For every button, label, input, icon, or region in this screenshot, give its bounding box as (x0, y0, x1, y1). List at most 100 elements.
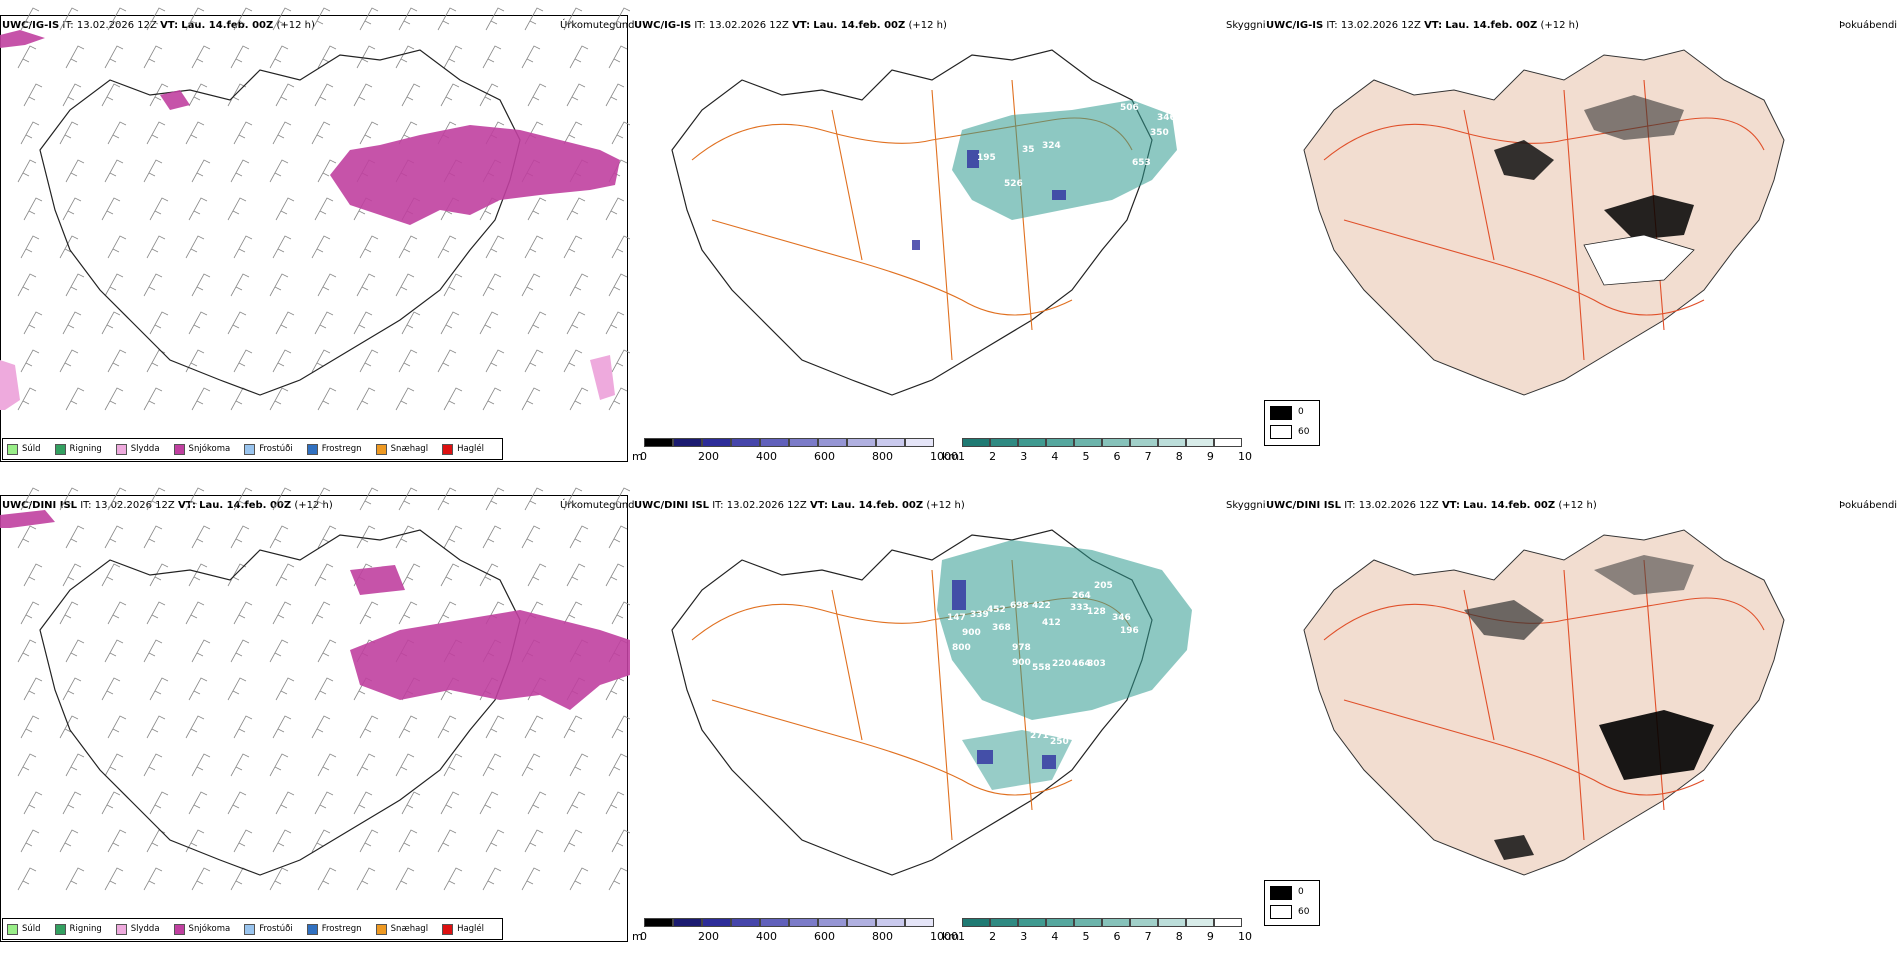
wind-barb (311, 715, 331, 739)
wind-barb (191, 639, 211, 663)
legend-label: Haglél (457, 924, 485, 934)
visibility-value-label: 29 (958, 223, 971, 233)
legend-label: Slydda (130, 444, 160, 454)
wind-barb (230, 45, 250, 69)
wind-barb (479, 311, 499, 335)
wind-barb (359, 121, 379, 145)
wind-barb (191, 525, 211, 549)
wind-barb (479, 563, 499, 587)
legend-item: Haglél (442, 923, 485, 935)
wind-barb (443, 525, 463, 549)
visibility-value-label: 195 (977, 153, 996, 163)
wind-barb (59, 235, 79, 259)
wind-barb (608, 867, 628, 891)
wind-barb (569, 45, 589, 69)
wind-barb (230, 867, 250, 891)
colorbar-segment (760, 438, 789, 447)
wind-barb (188, 563, 208, 587)
wind-barb (107, 349, 127, 373)
wind-barb (143, 867, 163, 891)
wind-barb (23, 83, 43, 107)
wind-barb (275, 563, 295, 587)
wind-barb (65, 159, 85, 183)
wind-barb (605, 791, 625, 815)
fog-dark-4 (1494, 835, 1534, 860)
legend-item: Rigning (54, 923, 102, 935)
wind-barb (398, 235, 418, 259)
wind-barb (65, 45, 85, 69)
wind-barb (359, 715, 379, 739)
colorbar-segment (731, 438, 760, 447)
wind-barb (563, 7, 583, 31)
wind-barb (524, 829, 544, 853)
wind-barb (524, 235, 544, 259)
visibility-value-label: 128 (1087, 607, 1106, 617)
wind-barb (233, 7, 253, 31)
colorbar-segment (1186, 918, 1214, 927)
wind-barb (65, 273, 85, 297)
wind-barb (311, 121, 331, 145)
panel-title: UWC/IG-IS IT: 13.02.2026 12Z VT: Lau. 14… (2, 20, 315, 31)
wind-barb (275, 83, 295, 107)
wind-barb (275, 311, 295, 335)
wind-barb (353, 791, 373, 815)
colorbar-tick: 8 (1175, 450, 1183, 463)
wind-barb (188, 311, 208, 335)
wind-barb (272, 601, 292, 625)
wind-barb (272, 235, 292, 259)
wind-barb (59, 829, 79, 853)
colorbar-tick: 0 (640, 930, 647, 943)
wind-barb (191, 273, 211, 297)
wind-barb (482, 867, 502, 891)
it-label: IT: (80, 500, 92, 511)
wind-barb (185, 715, 205, 739)
wind-barb (356, 45, 376, 69)
wind-barb (527, 311, 547, 335)
snow-area-2 (350, 565, 405, 595)
panel-name: Skyggni (1226, 500, 1266, 511)
it-label: IT: (694, 20, 706, 31)
iceland-outline (39, 529, 521, 876)
wind-barb (485, 487, 505, 511)
legend-swatch (173, 443, 185, 455)
fog-tick-0: 0 (1298, 407, 1304, 417)
iceland-land (1303, 529, 1785, 876)
wind-barb (356, 753, 376, 777)
wind-barb (317, 525, 337, 549)
fog-roads (1323, 79, 1765, 361)
visibility-value-label: 900 (962, 628, 981, 638)
wind-barb (611, 487, 630, 511)
wind-barb (20, 235, 40, 259)
wind-barb (59, 349, 79, 373)
legend-label: Frostregn (321, 924, 362, 934)
colorbar-segment (905, 918, 934, 927)
wind-barb (185, 7, 205, 31)
panel-precip-type: UWC/DINI ISL IT: 13.02.2026 12Z VT: Lau.… (0, 480, 635, 950)
visibility-value-label: 147 (947, 613, 966, 623)
panel-fog: UWC/IG-IS IT: 13.02.2026 12Z VT: Lau. 14… (1264, 0, 1900, 470)
visibility-value-label: 978 (1012, 643, 1031, 653)
visibility-value-label: 422 (1032, 601, 1051, 611)
fog-roads (1323, 559, 1765, 841)
wind-barb (233, 121, 253, 145)
wind-barb (611, 349, 630, 373)
vt-label: VT: (177, 500, 196, 511)
wind-barb (440, 83, 460, 107)
wind-barb (440, 791, 460, 815)
visibility-value-label: 368 (992, 623, 1011, 633)
fog-swatch-60 (1270, 425, 1292, 439)
wind-barb (20, 715, 40, 739)
wind-barb (17, 45, 37, 69)
legend-label: Frostregn (321, 444, 362, 454)
colorbar-unit: km (942, 930, 960, 943)
legend-label: Súld (22, 924, 41, 934)
snow-area-1 (330, 125, 620, 225)
wind-barb (440, 311, 460, 335)
panel-visibility: UWC/IG-IS IT: 13.02.2026 12Z VT: Lau. 14… (632, 0, 1266, 470)
fog-map (1303, 49, 1785, 396)
wind-barb (482, 45, 502, 69)
wind-barb (233, 601, 253, 625)
wind-barb (233, 487, 253, 511)
fog-swatch-0 (1270, 406, 1292, 420)
